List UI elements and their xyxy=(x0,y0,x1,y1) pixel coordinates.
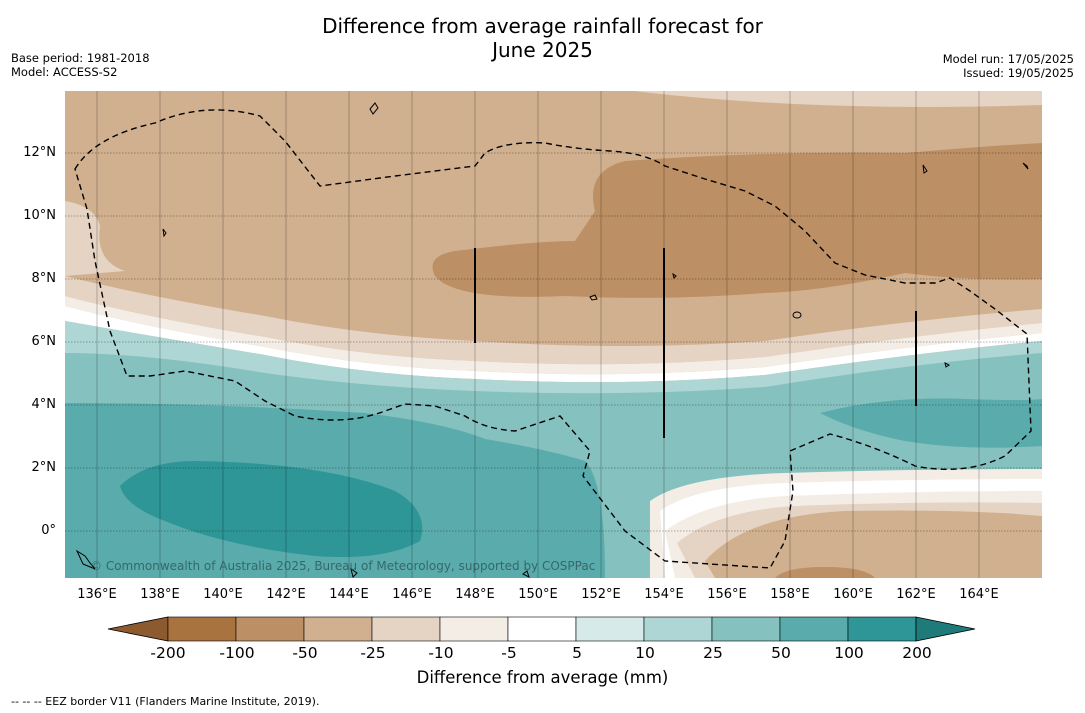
colorbar-swatch xyxy=(575,616,645,642)
colorbar-swatch xyxy=(167,616,237,642)
lon-label: 160°E xyxy=(833,587,873,602)
neutral-band xyxy=(65,306,1042,383)
lon-label: 148°E xyxy=(455,587,495,602)
south-dark-dry-region xyxy=(775,567,875,578)
eez-separator-lines xyxy=(474,248,917,438)
colorbar-swatch xyxy=(371,616,441,642)
colorbar-swatch xyxy=(711,616,781,642)
colorbar-tick-label: -10 xyxy=(428,644,454,662)
colorbar-tick-label: 25 xyxy=(703,644,723,662)
lon-label: 152°E xyxy=(581,587,621,602)
lat-label-6n: 6°N xyxy=(31,334,57,349)
title-line-1: Difference from average rainfall forecas… xyxy=(322,14,763,38)
lat-label-0: 0° xyxy=(41,523,56,538)
colorbar-tick-label: 50 xyxy=(771,644,791,662)
map-title: Difference from average rainfall forecas… xyxy=(0,14,1085,62)
lon-label: 144°E xyxy=(329,587,369,602)
title-line-2: June 2025 xyxy=(492,38,593,62)
colorbar-swatch xyxy=(643,616,713,642)
lon-label: 150°E xyxy=(518,587,558,602)
rainfall-map xyxy=(65,91,1042,578)
colorbar-swatch xyxy=(779,616,849,642)
colorbar-swatch xyxy=(507,616,577,642)
colorbar-tick-label: -50 xyxy=(292,644,318,662)
colorbar-tick-label: -5 xyxy=(501,644,517,662)
lon-label: 146°E xyxy=(392,587,432,602)
parallel-lines xyxy=(65,152,1042,532)
lat-label-10n: 10°N xyxy=(23,208,56,223)
colorbar-tick-label: -25 xyxy=(360,644,386,662)
very-light-dry-band xyxy=(65,296,1042,375)
colorbar-tick-label: 200 xyxy=(902,644,932,662)
lon-label: 154°E xyxy=(644,587,684,602)
lat-label-2n: 2°N xyxy=(31,460,57,475)
colorbar-title: Difference from average (mm) xyxy=(416,668,669,687)
colorbar xyxy=(107,616,976,642)
lon-label: 158°E xyxy=(770,587,810,602)
colorbar-tick-label: 10 xyxy=(635,644,655,662)
south-dry-region xyxy=(705,510,1042,578)
colorbar-tick-label: -100 xyxy=(219,644,255,662)
meridian-lines xyxy=(96,91,980,578)
issued-text: Issued: 19/05/2025 xyxy=(963,66,1074,80)
top-light-region xyxy=(635,91,1042,107)
model-text: Model: ACCESS-S2 xyxy=(11,65,118,79)
eez-borders xyxy=(74,109,1032,569)
meta-left: Base period: 1981-2018 Model: ACCESS-S2 xyxy=(11,51,150,79)
map-canvas xyxy=(65,91,1042,578)
lon-label: 156°E xyxy=(707,587,747,602)
eez-footnote: -- -- -- EEZ border V11 (Flanders Marine… xyxy=(11,695,320,708)
copyright-notice: © Commonwealth of Australia 2025, Bureau… xyxy=(90,559,596,573)
wetter-region-east xyxy=(820,398,1042,448)
wettest-region xyxy=(120,461,423,557)
lon-label: 162°E xyxy=(896,587,936,602)
colorbar-swatch xyxy=(303,616,373,642)
lon-label: 142°E xyxy=(266,587,306,602)
lon-label: 164°E xyxy=(959,587,999,602)
lon-label: 140°E xyxy=(203,587,243,602)
meta-right: Model run: 17/05/2025 Issued: 19/05/2025 xyxy=(943,52,1074,80)
lon-label: 136°E xyxy=(77,587,117,602)
island-outlines xyxy=(75,102,1029,578)
colorbar-tick-label: 100 xyxy=(834,644,864,662)
lat-label-12n: 12°N xyxy=(23,145,56,160)
base-period-text: Base period: 1981-2018 xyxy=(11,51,150,65)
lat-label-4n: 4°N xyxy=(31,397,57,412)
colorbar-under-arrow xyxy=(107,616,169,642)
model-run-text: Model run: 17/05/2025 xyxy=(942,52,1074,66)
colorbar-tick-label: -200 xyxy=(150,644,186,662)
colorbar-tick-label: 5 xyxy=(572,644,582,662)
left-light-region xyxy=(65,201,125,276)
colorbar-over-arrow xyxy=(915,616,976,642)
dark-dry-region xyxy=(432,143,1042,298)
lon-label: 138°E xyxy=(140,587,180,602)
colorbar-swatch xyxy=(235,616,305,642)
colorbar-swatch xyxy=(439,616,509,642)
lat-label-8n: 8°N xyxy=(31,271,57,286)
colorbar-swatch xyxy=(847,616,917,642)
light-dry-band xyxy=(65,276,1042,365)
